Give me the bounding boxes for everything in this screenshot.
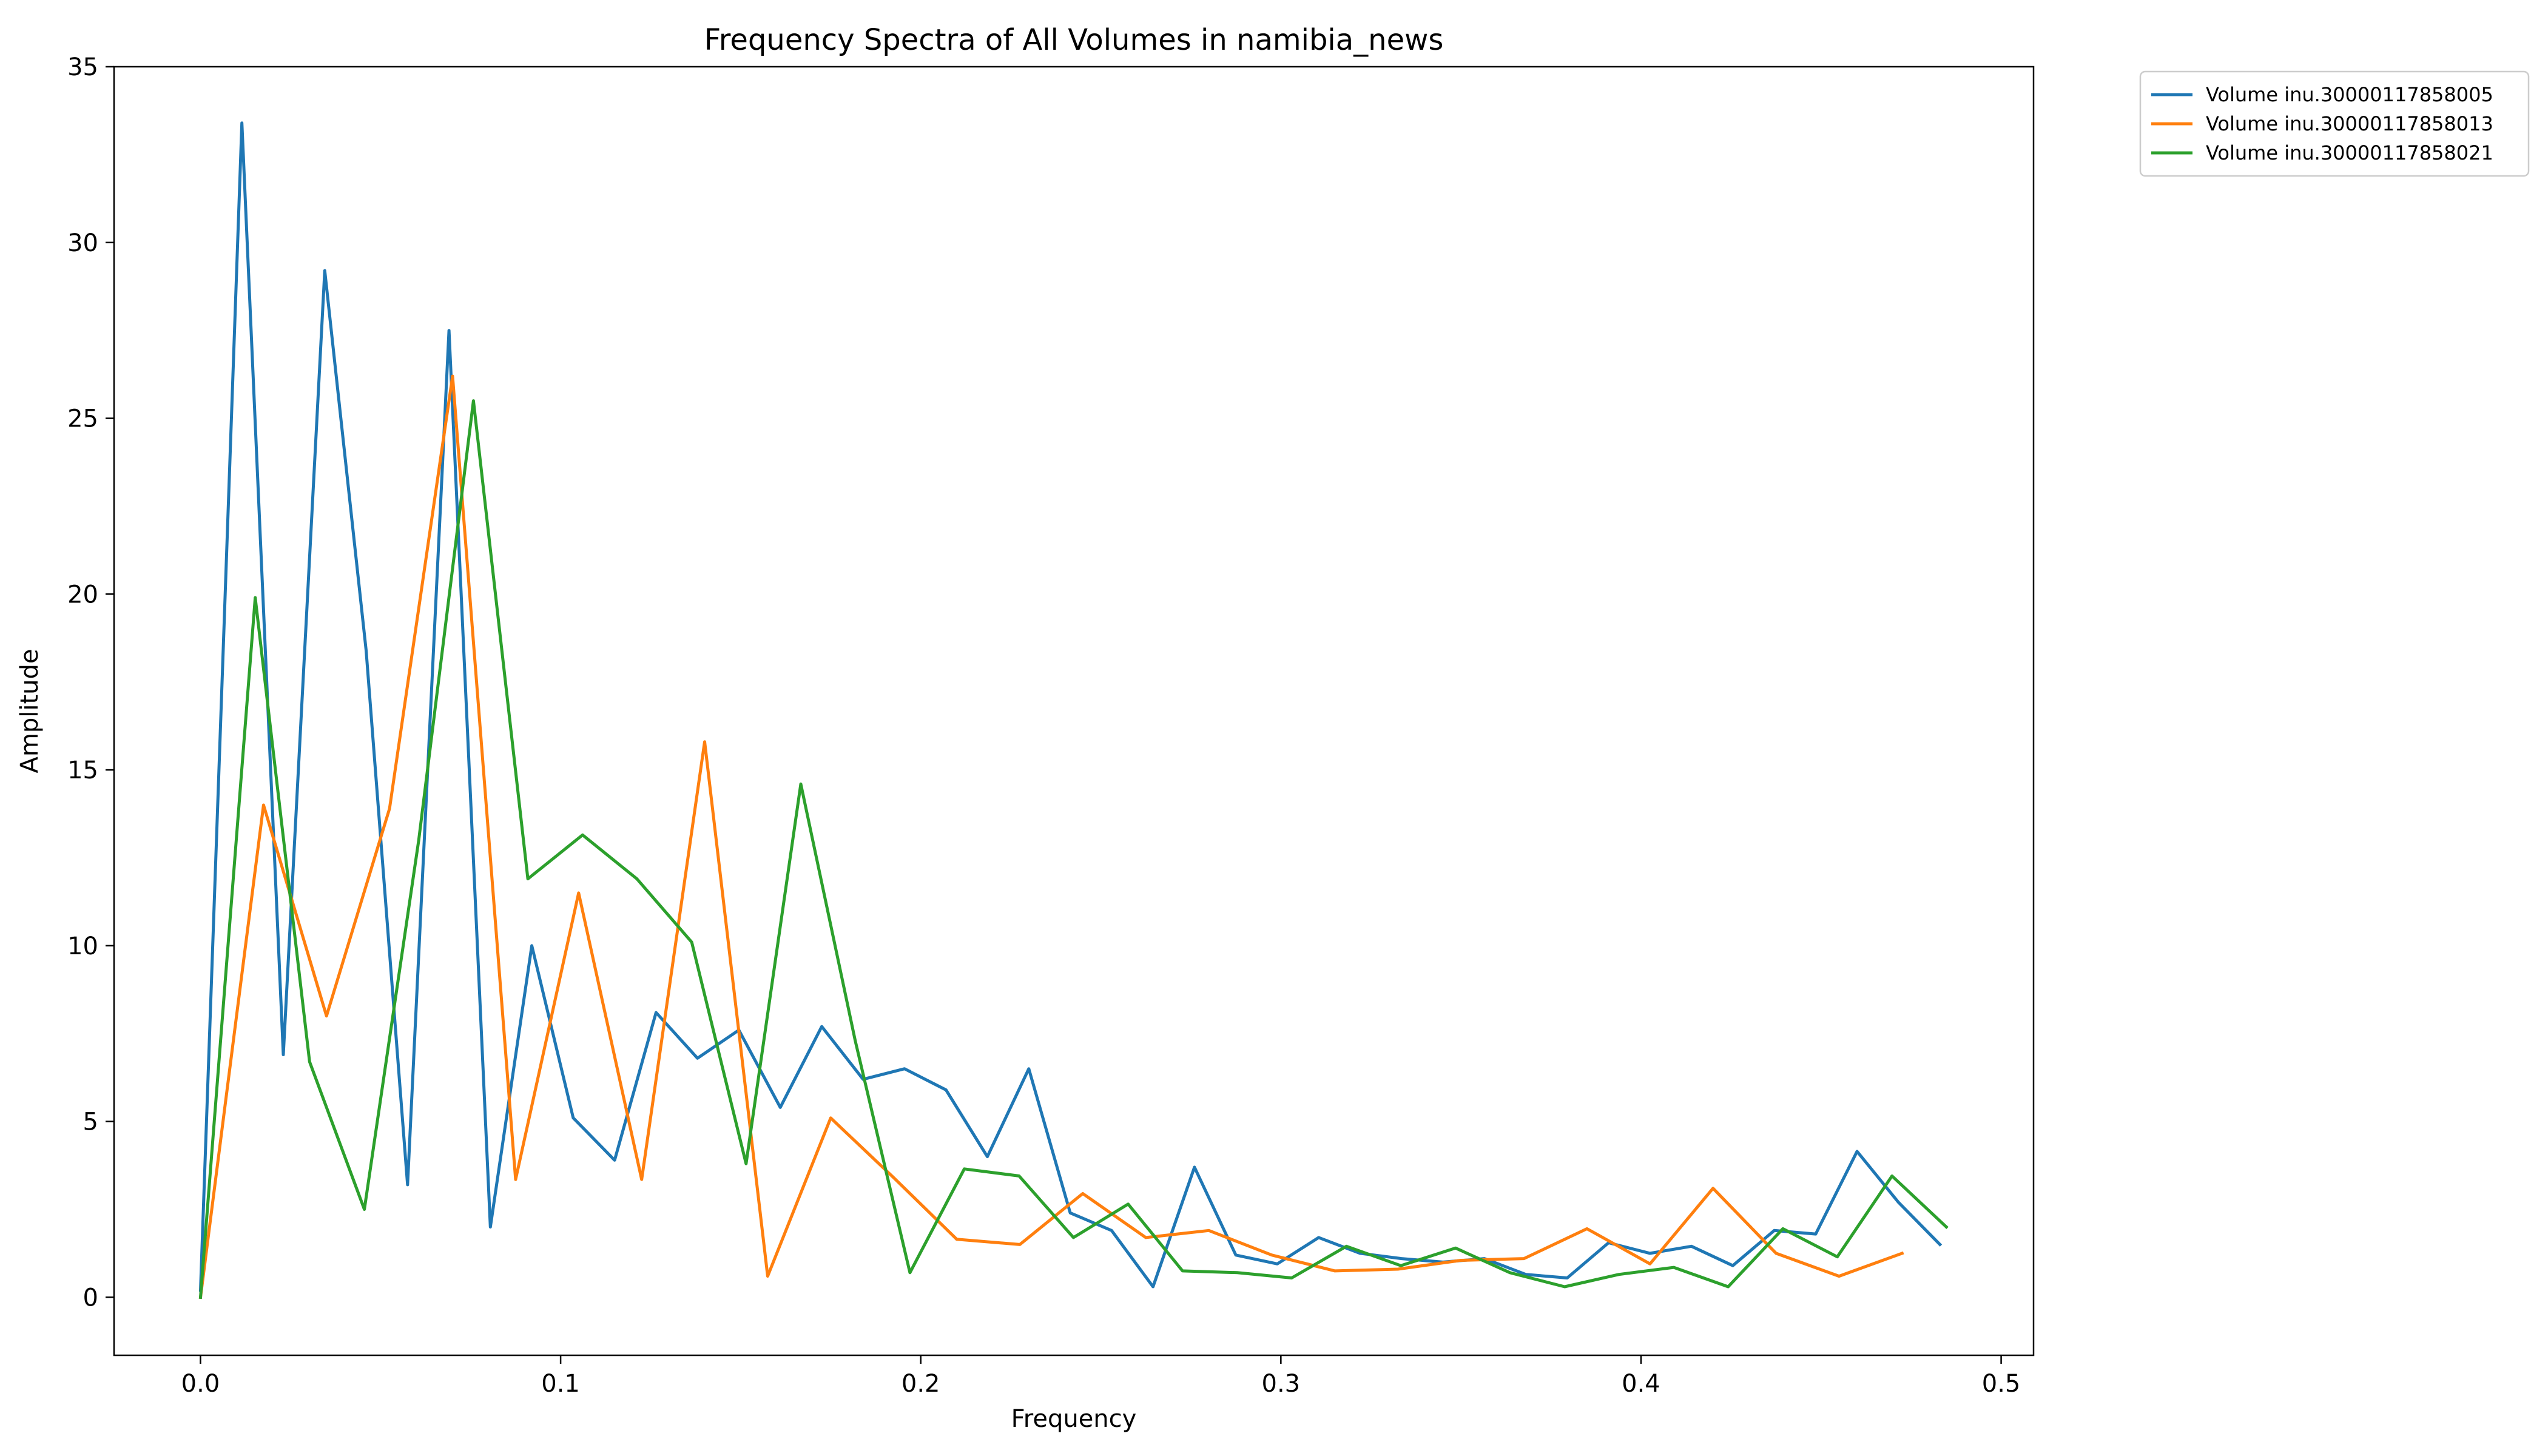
plot-frame [113,66,2035,1357]
legend-entry-2: Volume inu.30000117858013 [2206,112,2493,135]
y-tick-label: 20 [67,581,98,608]
legend: Volume inu.30000117858005 Volume inu.3000… [2139,70,2530,177]
series-line-2 [198,374,1904,1299]
legend-box [2139,70,2530,177]
x-tick-label: 0.0 [181,1370,220,1398]
y-tick-label: 30 [67,229,98,257]
y-tick-label: 10 [67,932,98,960]
series-layer [198,121,1949,1299]
x-axis: 0.0 0.1 0.2 0.3 0.4 0.5 [181,1355,2021,1398]
x-tick-label: 0.2 [902,1370,940,1398]
legend-entry-3: Volume inu.30000117858021 [2206,141,2493,164]
x-axis-label: Frequency [1011,1405,1137,1433]
y-tick-label: 5 [83,1108,98,1136]
chart-title: Frequency Spectra of All Volumes in nami… [704,23,1444,57]
y-tick-label: 25 [67,405,98,433]
y-axis-label: Amplitude [16,649,44,774]
y-tick-label: 0 [83,1284,98,1312]
y-axis: 0 5 10 15 20 25 30 35 [67,53,114,1312]
legend-entry-1: Volume inu.30000117858005 [2206,83,2493,106]
y-tick-label: 15 [67,757,98,784]
y-tick-label: 35 [67,53,98,81]
x-tick-label: 0.3 [1262,1370,1301,1398]
series-line-1 [198,121,1943,1292]
series-line-3 [198,399,1949,1299]
x-tick-label: 0.5 [1982,1370,2021,1398]
x-tick-label: 0.1 [541,1370,580,1398]
x-tick-label: 0.4 [1622,1370,1660,1398]
